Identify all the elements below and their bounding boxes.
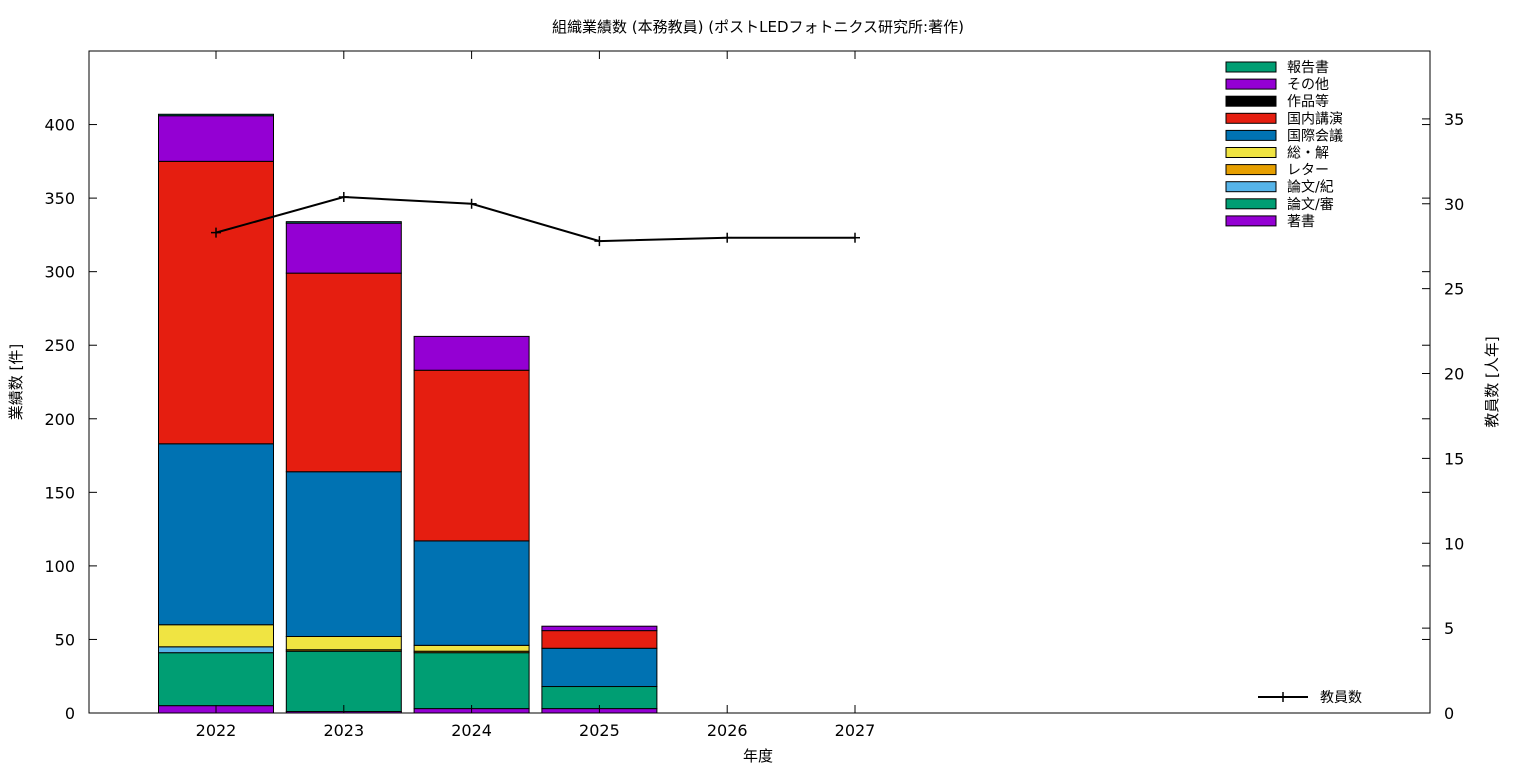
legend-swatch bbox=[1225, 78, 1277, 90]
legend-swatch bbox=[1225, 147, 1277, 158]
bar-segment bbox=[413, 369, 530, 542]
y2-tick-label: 35 bbox=[1444, 110, 1464, 129]
bar-segment bbox=[413, 644, 530, 652]
line-point bbox=[594, 236, 605, 247]
line-layer bbox=[211, 191, 860, 247]
y-tick-label: 300 bbox=[44, 263, 75, 282]
legend-label: レター bbox=[1287, 163, 1329, 179]
legend-label: 総・解 bbox=[1287, 146, 1329, 162]
y2-axis-label: 教員数 [人年] bbox=[1483, 336, 1501, 427]
y-tick-label: 50 bbox=[55, 630, 75, 649]
y-tick-label: 150 bbox=[44, 483, 75, 502]
bar-segment bbox=[285, 636, 402, 651]
line-point bbox=[338, 191, 349, 202]
bar-segment bbox=[413, 652, 530, 710]
bar-segment bbox=[285, 471, 402, 638]
legend-label: その他 bbox=[1287, 77, 1329, 93]
x-tick-label: 2023 bbox=[323, 721, 364, 740]
y2-tick-label: 0 bbox=[1444, 704, 1454, 723]
y-tick-label: 350 bbox=[44, 189, 75, 208]
legend-label: 論文/紀 bbox=[1287, 180, 1334, 196]
line-point bbox=[211, 227, 221, 238]
y2-tick-label: 20 bbox=[1444, 365, 1464, 384]
y-tick-label: 0 bbox=[65, 704, 75, 723]
x-axis-label: 年度 bbox=[743, 747, 773, 765]
bar-segment bbox=[285, 221, 402, 224]
bar-segment bbox=[541, 625, 658, 632]
legend-label: 報告書 bbox=[1287, 60, 1329, 76]
plot-frame bbox=[88, 50, 1431, 714]
bar-segment bbox=[541, 647, 658, 688]
chart-title: 組織業績数 (本務教員) (ポストLEDフォトニクス研究所:著作) bbox=[552, 18, 964, 36]
legend-swatch bbox=[1225, 129, 1277, 141]
y-tick-label: 400 bbox=[44, 116, 75, 135]
legend-swatch bbox=[1225, 164, 1277, 176]
bar-segment bbox=[285, 272, 402, 473]
bar-segment bbox=[285, 222, 402, 274]
y-tick-label: 200 bbox=[44, 410, 75, 429]
x-tick-label: 2026 bbox=[707, 721, 748, 740]
legend-line-label: 教員数 bbox=[1320, 690, 1362, 706]
legend-label: 論文/審 bbox=[1287, 197, 1334, 213]
legend-label: 国内講演 bbox=[1287, 111, 1343, 127]
axes-layer: 0501001502002503003504000510152025303520… bbox=[44, 50, 1464, 740]
bar-segment bbox=[158, 160, 274, 445]
y2-tick-label: 15 bbox=[1444, 449, 1464, 468]
bar-segment bbox=[541, 630, 658, 649]
bar-segment bbox=[158, 624, 274, 648]
line-series-staff bbox=[215, 195, 855, 243]
bar-segment bbox=[158, 113, 274, 117]
legend-swatch bbox=[1225, 61, 1277, 73]
legend-swatch bbox=[1225, 215, 1277, 227]
x-tick-label: 2025 bbox=[579, 721, 620, 740]
bar-segment bbox=[285, 650, 402, 713]
legend-swatch bbox=[1225, 95, 1277, 107]
bar-segment bbox=[413, 540, 530, 646]
y2-tick-label: 5 bbox=[1444, 619, 1454, 638]
x-tick-label: 2022 bbox=[196, 721, 237, 740]
y-tick-label: 100 bbox=[44, 557, 75, 576]
y-tick-label: 250 bbox=[44, 336, 75, 355]
y2-tick-label: 30 bbox=[1444, 195, 1464, 214]
x-tick-label: 2027 bbox=[835, 721, 876, 740]
line-point bbox=[722, 232, 733, 243]
legend-label: 国際会議 bbox=[1287, 127, 1343, 144]
legend-label: 作品等 bbox=[1287, 93, 1329, 110]
legend-label: 著書 bbox=[1287, 214, 1315, 230]
legend-swatch bbox=[1225, 112, 1277, 124]
y2-tick-label: 25 bbox=[1444, 280, 1464, 299]
line-point bbox=[850, 232, 860, 243]
y-axis-label: 業績数 [件] bbox=[7, 344, 25, 420]
bar-segment bbox=[158, 443, 274, 626]
bar-segment bbox=[158, 646, 274, 654]
legend-swatch bbox=[1225, 181, 1277, 193]
legend-swatch bbox=[1225, 198, 1277, 210]
y2-tick-label: 10 bbox=[1444, 534, 1464, 553]
bar-segment bbox=[158, 115, 274, 162]
bar-segment bbox=[158, 652, 274, 707]
bar-segment bbox=[413, 335, 530, 371]
x-tick-label: 2024 bbox=[451, 721, 492, 740]
bars-layer bbox=[158, 113, 658, 714]
line-point bbox=[466, 198, 477, 209]
